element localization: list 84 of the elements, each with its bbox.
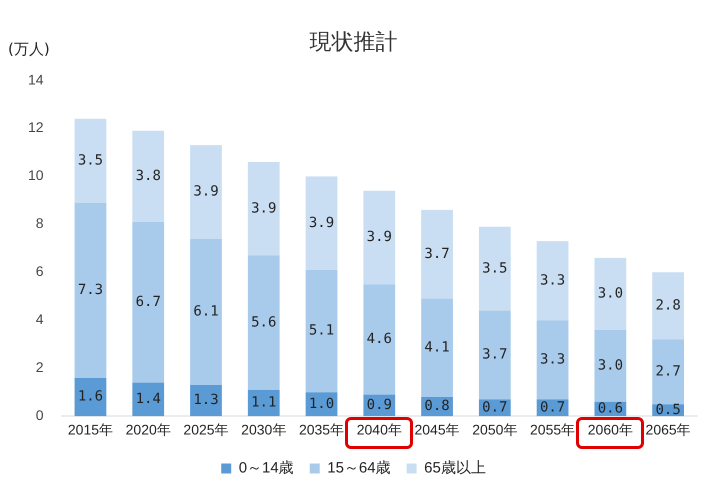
- bar: [190, 238, 222, 386]
- data-label: 1.3: [193, 392, 219, 408]
- data-label: 6.7: [136, 294, 161, 310]
- data-label: 3.7: [482, 346, 508, 363]
- data-label: 3.3: [540, 351, 566, 368]
- x-tick-label: 2050年: [472, 421, 518, 438]
- bar: [421, 210, 453, 299]
- bar: [306, 270, 338, 392]
- x-tick-label: 2020年: [126, 421, 171, 438]
- bar: [248, 162, 280, 256]
- bar: [363, 284, 396, 395]
- data-label: 3.9: [366, 229, 392, 246]
- y-tick-label: 6: [36, 263, 44, 280]
- data-label: 1.4: [136, 391, 161, 408]
- x-tick-label: 2035年: [298, 421, 344, 438]
- bar: [363, 190, 396, 284]
- y-tick-label: 8: [36, 215, 44, 232]
- data-label: 3.9: [308, 214, 334, 231]
- data-label: 3.9: [193, 184, 219, 200]
- data-label: 4.6: [366, 331, 392, 348]
- x-tick-label: 2025年: [183, 421, 229, 438]
- bar: [478, 310, 511, 400]
- x-tick-label: 2040年: [356, 421, 402, 438]
- data-label: 0.8: [424, 398, 450, 414]
- bar: [190, 145, 222, 239]
- data-label: 3.0: [598, 357, 623, 374]
- data-label: 1.6: [78, 388, 104, 405]
- bar: [74, 118, 106, 203]
- data-label: 0.9: [366, 397, 392, 414]
- bar: [132, 130, 164, 222]
- bar: [536, 320, 568, 400]
- bar: [306, 176, 338, 270]
- data-label: 5.6: [251, 314, 276, 330]
- bar: [421, 298, 453, 398]
- data-label: 0.6: [598, 400, 623, 417]
- bar: [190, 385, 222, 416]
- data-label: 4.1: [424, 339, 450, 356]
- y-axis-title: (万人): [8, 40, 50, 59]
- bar: [652, 272, 684, 340]
- x-tick-label: 2015年: [68, 421, 114, 438]
- data-label: 0.7: [540, 399, 566, 416]
- y-tick-label: 4: [36, 311, 44, 328]
- y-tick-label: 0: [36, 407, 44, 424]
- x-tick-label: 2060年: [588, 421, 633, 438]
- data-label: 3.5: [78, 152, 104, 168]
- legend-label: 0～14歳: [238, 460, 294, 477]
- data-label: 3.8: [136, 168, 161, 184]
- x-tick-label: 2030年: [241, 421, 286, 438]
- x-tick-label: 2065年: [646, 421, 691, 438]
- data-label: 0.5: [655, 402, 681, 418]
- y-tick-label: 10: [28, 167, 44, 184]
- x-tick-label: 2045年: [414, 421, 460, 438]
- y-tick-label: 2: [36, 359, 44, 376]
- bar: [536, 241, 568, 320]
- data-label: 1.0: [308, 396, 334, 412]
- data-label: 2.7: [655, 363, 681, 380]
- data-label: 3.0: [598, 286, 623, 302]
- data-label: 3.7: [424, 246, 450, 262]
- y-tick-label: 12: [28, 119, 44, 136]
- bar: [132, 382, 164, 416]
- bar: [594, 258, 626, 330]
- data-label: 5.1: [308, 322, 334, 339]
- data-label: 1.1: [251, 394, 276, 411]
- legend-label: 15～64歳: [327, 460, 391, 477]
- bar: [594, 330, 626, 402]
- bar: [132, 222, 164, 383]
- data-label: 3.5: [482, 260, 508, 276]
- data-label: 2.8: [655, 298, 681, 314]
- bar: [74, 202, 106, 378]
- chart-title: 現状推計: [310, 30, 398, 55]
- data-label: 6.1: [193, 304, 219, 320]
- bar: [74, 378, 106, 416]
- data-label: 7.3: [78, 282, 104, 298]
- data-label: 3.3: [540, 272, 566, 288]
- data-label: 0.7: [482, 399, 508, 416]
- bar: [248, 255, 280, 390]
- bar: [478, 226, 511, 311]
- x-tick-label: 2055年: [530, 421, 576, 438]
- data-label: 3.9: [251, 200, 276, 216]
- bar: [652, 339, 684, 404]
- y-tick-label: 14: [28, 71, 44, 88]
- bar: [306, 392, 338, 416]
- legend-label: 65歳以上: [424, 460, 486, 477]
- bar: [248, 390, 280, 416]
